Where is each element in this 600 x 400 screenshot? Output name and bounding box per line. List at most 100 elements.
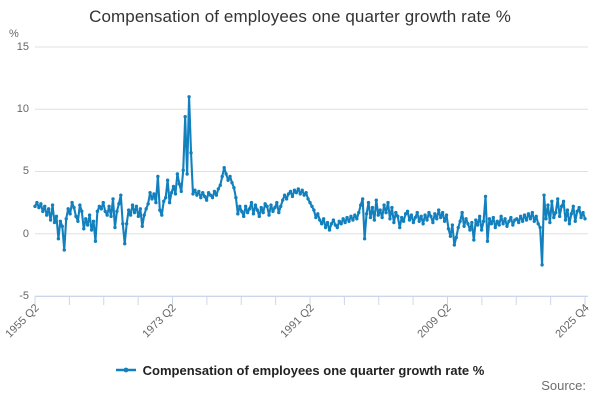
data-point-marker: [362, 237, 367, 241]
data-point-marker: [99, 207, 104, 211]
data-point-marker: [554, 210, 558, 215]
data-point-marker: [140, 224, 144, 228]
plot-area: [33, 46, 588, 305]
data-point-marker: [452, 243, 457, 247]
legend: Compensation of employees one quarter gr…: [0, 360, 600, 380]
data-point-marker: [460, 210, 464, 215]
data-point-marker: [97, 204, 102, 209]
data-point-marker: [388, 217, 392, 221]
data-point-marker: [456, 225, 460, 230]
data-point-marker: [438, 215, 443, 220]
data-point-marker: [35, 200, 39, 205]
data-point-marker: [401, 219, 406, 223]
data-point-marker: [339, 222, 343, 226]
data-point-marker: [573, 219, 577, 223]
data-point-marker: [251, 212, 256, 216]
data-point-marker: [183, 115, 187, 119]
source-label: Source:: [541, 378, 586, 393]
data-point-marker: [454, 235, 458, 240]
data-point-marker: [204, 198, 209, 202]
data-point-marker: [236, 212, 240, 216]
data-point-marker: [538, 225, 542, 230]
data-point-marker: [259, 205, 263, 210]
data-point-marker: [275, 200, 279, 205]
data-point-marker: [263, 202, 267, 206]
data-point-marker: [552, 215, 556, 220]
data-point-marker: [575, 209, 579, 214]
data-point-marker: [72, 205, 76, 210]
data-point-marker: [370, 205, 375, 210]
data-point-marker: [440, 210, 445, 215]
data-point-marker: [148, 190, 152, 195]
data-point-marker: [526, 212, 531, 216]
data-point-marker: [265, 204, 269, 209]
data-point-marker: [163, 195, 168, 200]
data-point-marker: [68, 212, 72, 216]
data-point-marker: [288, 189, 293, 194]
data-point-marker: [550, 199, 554, 204]
data-point-marker: [206, 190, 211, 195]
data-point-marker: [357, 210, 361, 215]
data-point-marker: [448, 234, 453, 238]
data-point-marker: [571, 204, 575, 209]
data-point-marker: [509, 215, 513, 220]
data-point-marker: [524, 218, 529, 222]
data-point-marker: [384, 210, 388, 215]
data-point-marker: [199, 195, 203, 200]
data-point-marker: [337, 219, 341, 223]
data-point-marker: [325, 220, 330, 225]
data-point-marker: [446, 227, 451, 231]
data-point-marker: [224, 172, 228, 176]
data-point-marker: [476, 223, 480, 227]
data-point-marker: [559, 204, 564, 209]
y-tick-label: 5: [22, 165, 29, 177]
data-point-marker: [308, 200, 312, 205]
data-point-marker: [85, 223, 90, 227]
data-point-marker: [427, 210, 431, 215]
data-point-marker: [249, 200, 254, 205]
data-point-marker: [378, 208, 382, 212]
data-point-marker: [210, 195, 215, 200]
data-point-marker: [296, 187, 300, 191]
y-tick-label: 15: [16, 41, 29, 53]
data-point-marker: [487, 217, 492, 221]
data-point-marker: [128, 213, 133, 217]
data-point-marker: [396, 214, 400, 219]
data-point-marker: [158, 208, 162, 212]
data-point-marker: [113, 225, 117, 230]
data-point-marker: [234, 195, 238, 200]
y-tick-label: 0: [22, 228, 29, 240]
data-point-marker: [300, 188, 304, 192]
data-point-marker: [546, 203, 550, 207]
data-point-marker: [563, 218, 568, 222]
data-point-marker: [124, 222, 129, 226]
data-point-marker: [442, 219, 447, 223]
data-point-marker: [425, 218, 429, 222]
data-point-marker: [532, 219, 536, 223]
legend-item[interactable]: Compensation of employees one quarter gr…: [115, 363, 484, 378]
data-point-marker: [232, 185, 236, 190]
data-point-marker: [48, 218, 53, 222]
data-point-marker: [407, 218, 412, 222]
legend-line-marker-icon: [115, 367, 136, 373]
data-point-marker: [144, 207, 148, 211]
data-point-marker: [41, 209, 45, 214]
data-point-marker: [146, 202, 150, 206]
data-point-marker: [281, 198, 285, 202]
data-point-marker: [503, 217, 507, 221]
data-point-marker: [419, 214, 423, 219]
data-point-marker: [134, 204, 139, 209]
data-point-marker: [181, 168, 185, 172]
data-point-marker: [411, 220, 416, 225]
data-point-marker: [540, 263, 544, 267]
data-point-marker: [507, 219, 511, 223]
data-point-marker: [95, 209, 100, 214]
data-point-marker: [468, 228, 472, 232]
data-point-marker: [359, 203, 363, 207]
data-point-marker: [136, 214, 141, 219]
data-point-marker: [522, 213, 527, 217]
data-point-marker: [561, 199, 566, 204]
data-point-marker: [70, 200, 74, 205]
data-point-marker: [481, 219, 486, 223]
data-point-marker: [479, 228, 484, 232]
